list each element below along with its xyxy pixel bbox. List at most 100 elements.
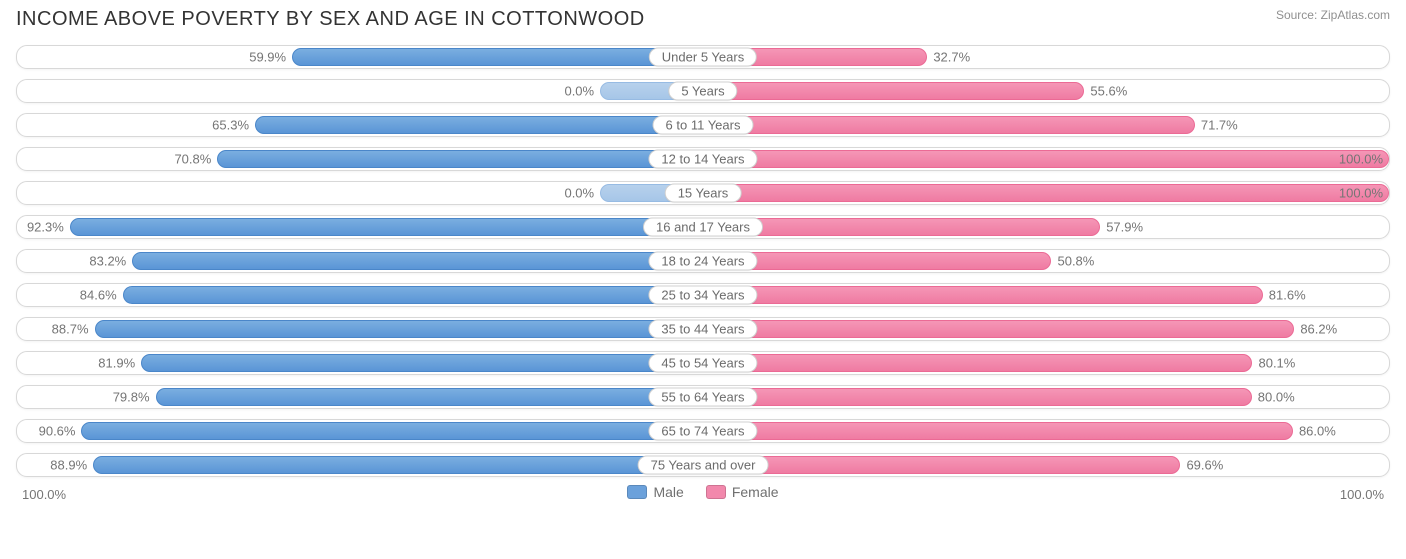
male-pct-label: 79.8% [113,390,150,405]
male-bar [95,320,703,338]
chart-row: 92.3% 57.9% 16 and 17 Years [16,215,1390,239]
female-half: 81.6% [703,284,1389,306]
male-half: 92.3% [17,216,703,238]
category-label: 35 to 44 Years [648,320,757,339]
female-half: 50.8% [703,250,1389,272]
female-half: 57.9% [703,216,1389,238]
male-half: 88.9% [17,454,703,476]
category-label: Under 5 Years [649,48,757,67]
female-pct-label: 80.0% [1258,390,1295,405]
legend-item-female: Female [706,484,779,500]
female-bar [703,286,1263,304]
category-label: 12 to 14 Years [648,150,757,169]
female-half: 55.6% [703,80,1389,102]
male-pct-label: 88.9% [50,458,87,473]
male-bar [132,252,703,270]
male-bar [123,286,703,304]
male-half: 79.8% [17,386,703,408]
legend-female-label: Female [732,484,779,500]
female-swatch-icon [706,485,726,499]
male-pct-label: 0.0% [564,84,594,99]
female-half: 80.1% [703,352,1389,374]
chart-row: 88.7% 86.2% 35 to 44 Years [16,317,1390,341]
female-bar [703,354,1252,372]
male-swatch-icon [627,485,647,499]
chart-row: 70.8% 100.0% 12 to 14 Years [16,147,1390,171]
category-label: 6 to 11 Years [653,116,754,135]
female-pct-label: 100.0% [1339,186,1383,201]
female-pct-label: 86.0% [1299,424,1336,439]
female-half: 69.6% [703,454,1389,476]
male-pct-label: 70.8% [174,152,211,167]
female-bar [703,184,1389,202]
female-pct-label: 50.8% [1057,254,1094,269]
female-half: 80.0% [703,386,1389,408]
female-bar [703,388,1252,406]
legend: Male Female [16,484,1390,500]
female-pct-label: 32.7% [933,50,970,65]
female-pct-label: 71.7% [1201,118,1238,133]
male-half: 83.2% [17,250,703,272]
chart-row: 90.6% 86.0% 65 to 74 Years [16,419,1390,443]
male-bar [81,422,703,440]
male-bar [255,116,703,134]
chart-row: 0.0% 55.6%5 Years [16,79,1390,103]
category-label: 75 Years and over [638,456,769,475]
female-half: 71.7% [703,114,1389,136]
female-half: 86.0% [703,420,1389,442]
female-half: 86.2% [703,318,1389,340]
male-pct-label: 59.9% [249,50,286,65]
male-pct-label: 81.9% [98,356,135,371]
axis-left-label: 100.0% [22,487,66,502]
male-pct-label: 92.3% [27,220,64,235]
female-pct-label: 69.6% [1186,458,1223,473]
category-label: 16 and 17 Years [643,218,763,237]
male-bar [156,388,703,406]
category-label: 15 Years [665,184,742,203]
legend-item-male: Male [627,484,683,500]
female-bar [703,320,1294,338]
category-label: 45 to 54 Years [648,354,757,373]
male-pct-label: 83.2% [89,254,126,269]
female-bar [703,422,1293,440]
chart-row: 65.3% 71.7% 6 to 11 Years [16,113,1390,137]
male-bar [292,48,703,66]
male-half: 90.6% [17,420,703,442]
male-half: 70.8% [17,148,703,170]
category-label: 18 to 24 Years [648,252,757,271]
diverging-bar-chart: 59.9% 32.7% Under 5 Years 0.0% 55.6%5 Years 6… [16,45,1390,477]
chart-row: 59.9% 32.7% Under 5 Years [16,45,1390,69]
male-pct-label: 0.0% [564,186,594,201]
category-label: 25 to 34 Years [648,286,757,305]
female-bar [703,456,1180,474]
axis-right-label: 100.0% [1340,487,1384,502]
female-bar [703,116,1195,134]
male-pct-label: 65.3% [212,118,249,133]
male-half: 81.9% [17,352,703,374]
female-half: 100.0% [703,148,1389,170]
male-pct-label: 90.6% [39,424,76,439]
chart-row: 83.2% 50.8% 18 to 24 Years [16,249,1390,273]
male-half: 65.3% [17,114,703,136]
chart-row: 81.9% 80.1% 45 to 54 Years [16,351,1390,375]
female-pct-label: 80.1% [1258,356,1295,371]
female-half: 32.7% [703,46,1389,68]
male-half: 0.0% [17,182,703,204]
chart-source: Source: ZipAtlas.com [1276,8,1390,22]
category-label: 5 Years [668,82,737,101]
male-bar [141,354,703,372]
chart-row: 0.0% 100.0% 15 Years [16,181,1390,205]
chart-row: 84.6% 81.6% 25 to 34 Years [16,283,1390,307]
chart-row: 79.8% 80.0% 55 to 64 Years [16,385,1390,409]
female-pct-label: 86.2% [1300,322,1337,337]
female-bar [703,150,1389,168]
female-bar [703,82,1084,100]
category-label: 55 to 64 Years [648,388,757,407]
female-pct-label: 57.9% [1106,220,1143,235]
category-label: 65 to 74 Years [648,422,757,441]
male-half: 84.6% [17,284,703,306]
female-pct-label: 81.6% [1269,288,1306,303]
male-half: 59.9% [17,46,703,68]
female-pct-label: 100.0% [1339,152,1383,167]
male-pct-label: 88.7% [52,322,89,337]
